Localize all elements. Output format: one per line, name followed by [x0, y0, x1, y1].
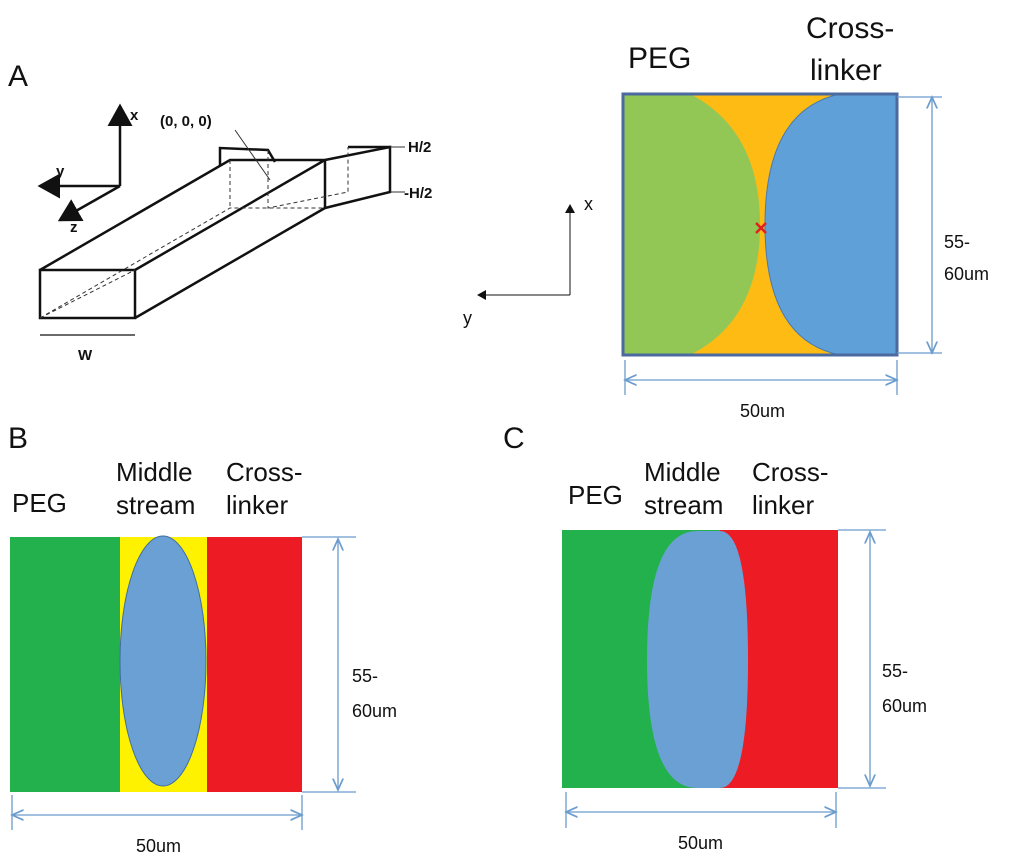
height-label: -H/2 [404, 185, 432, 202]
crosslinker-region [207, 537, 302, 792]
panel-label: B [8, 422, 28, 455]
hidden-edge [39, 207, 325, 319]
hidden-edge [39, 269, 136, 319]
channel-outline [621, 92, 899, 357]
peg-region [623, 94, 760, 355]
peg-region [10, 537, 120, 792]
middle-stream [647, 531, 748, 788]
cross-section [621, 92, 899, 357]
region-label: PEG [568, 480, 623, 510]
region-label: Cross- [226, 457, 303, 487]
dimension-label: 60um [944, 264, 989, 284]
dimension-label: 50um [136, 836, 181, 856]
region-label: PEG [628, 42, 691, 75]
contact-point [755, 222, 767, 234]
height-label: H/2 [408, 139, 431, 156]
channel-bump [218, 146, 277, 166]
hidden-edge [267, 147, 349, 209]
dimension-label: 55- [944, 232, 970, 252]
channel-front [38, 268, 137, 320]
panel-label: A [8, 60, 28, 93]
dimension-label: 50um [678, 833, 723, 853]
axis-label: y [463, 308, 472, 328]
channel [38, 129, 405, 336]
region-label: linker [810, 54, 882, 87]
axis-label: y [56, 163, 65, 180]
axis-label: x [584, 194, 593, 214]
crosslinker-region [764, 93, 898, 356]
width-label: W [78, 347, 93, 364]
dimension-label: 50um [740, 401, 785, 421]
dimension-label: 55- [352, 666, 378, 686]
dimension-label: 55- [882, 661, 908, 681]
channel-top [39, 158, 330, 272]
region-label: stream [644, 490, 723, 520]
origin-label: (0, 0, 0) [160, 113, 212, 130]
channel-outlet [324, 145, 392, 210]
region-label: linker [752, 490, 814, 520]
middle-stream [119, 535, 207, 787]
region-label: Middle [116, 457, 193, 487]
dimension-label: 60um [882, 696, 927, 716]
region-label: PEG [12, 488, 67, 518]
axis-label: z [70, 219, 78, 236]
panel-label: C [503, 422, 525, 455]
region-label: stream [116, 490, 195, 520]
region-label: Cross- [806, 12, 894, 45]
region-label: Cross- [752, 457, 829, 487]
axis-label: x [130, 107, 139, 124]
dimension-label: 60um [352, 701, 397, 721]
axis-arrow [57, 184, 121, 222]
region-label: Middle [644, 457, 721, 487]
pointer [234, 129, 271, 181]
region-label: linker [226, 490, 288, 520]
